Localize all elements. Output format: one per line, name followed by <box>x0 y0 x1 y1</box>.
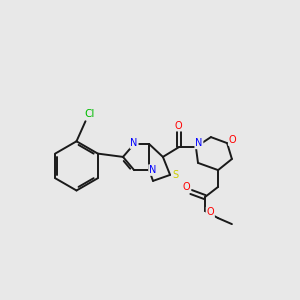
Text: O: O <box>174 121 182 131</box>
Text: S: S <box>172 170 178 180</box>
Text: O: O <box>229 135 236 145</box>
Text: N: N <box>149 165 156 175</box>
Text: O: O <box>206 207 214 218</box>
Text: N: N <box>195 138 203 148</box>
Text: Cl: Cl <box>84 109 94 119</box>
Text: N: N <box>130 138 138 148</box>
Text: O: O <box>183 182 190 192</box>
